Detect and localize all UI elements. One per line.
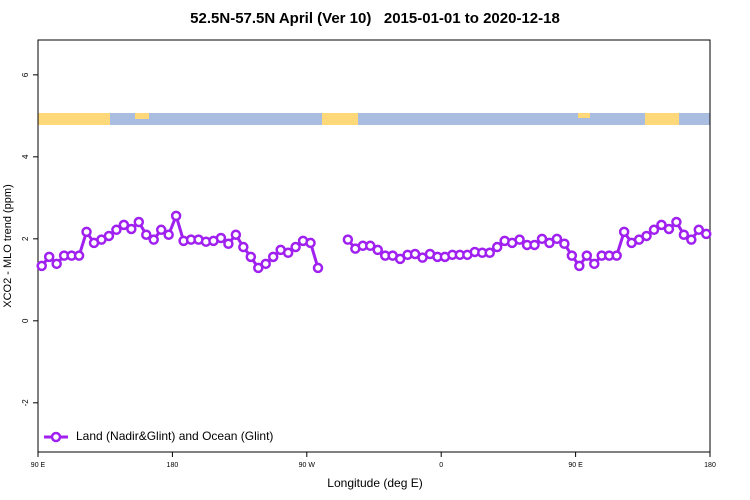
- data-point: [133, 216, 145, 228]
- data-point: [394, 253, 406, 265]
- data-point: [589, 258, 600, 270]
- data-point: [529, 239, 540, 251]
- data-point: [671, 216, 682, 228]
- data-point: [155, 224, 167, 236]
- data-point: [544, 237, 555, 249]
- data-point: [536, 233, 548, 245]
- data-point: [215, 232, 227, 244]
- data-point: [342, 234, 354, 245]
- data-point: [282, 247, 294, 259]
- land-strip: [322, 113, 358, 125]
- x-tick-label: 180: [167, 462, 179, 469]
- data-point: [365, 240, 376, 252]
- data-point: [170, 210, 182, 222]
- data-point: [118, 219, 130, 231]
- data-point: [372, 244, 383, 256]
- data-point: [701, 228, 712, 240]
- data-point: [111, 224, 122, 236]
- data-point: [663, 223, 675, 235]
- data-point: [245, 251, 257, 263]
- data-point: [126, 223, 137, 235]
- data-point: [484, 247, 495, 259]
- ocean-strip: [38, 113, 710, 125]
- data-point: [103, 230, 115, 242]
- data-point: [253, 262, 264, 274]
- x-tick-label: 180: [704, 462, 716, 469]
- land-strip: [135, 113, 149, 119]
- data-point: [305, 237, 316, 249]
- y-axis-label: XCO2 - MLO trend (ppm): [2, 184, 14, 307]
- data-point: [223, 238, 234, 249]
- plot-frame: [37, 39, 711, 453]
- data-point: [312, 262, 324, 274]
- x-tick-label: 90 E: [31, 462, 46, 469]
- land-ocean-strip: [38, 113, 710, 125]
- legend-marker: [50, 431, 62, 443]
- data-point: [81, 226, 92, 238]
- data-point: [559, 238, 570, 249]
- data-point: [36, 260, 47, 272]
- data-point: [693, 224, 705, 236]
- data-point: [230, 229, 242, 240]
- data-point: [566, 250, 578, 261]
- x-axis-label: Longitude (deg E): [327, 476, 422, 490]
- data-point: [51, 258, 62, 270]
- y-tick-label: 0: [21, 318, 30, 323]
- data-point: [260, 258, 271, 270]
- data-point: [574, 260, 585, 272]
- data-point: [73, 250, 85, 261]
- data-point: [581, 250, 593, 261]
- land-strip: [578, 113, 590, 118]
- legend-label: Land (Nadir&Glint) and Ocean (Glint): [76, 429, 273, 443]
- data-point: [491, 241, 503, 253]
- data-point: [148, 234, 159, 245]
- data-point: [686, 234, 697, 245]
- y-tick-label: 6: [21, 72, 30, 77]
- chart-title: 52.5N-57.5N April (Ver 10) 2015-01-01 to…: [190, 10, 560, 27]
- data-point: [290, 241, 301, 253]
- land-strip: [645, 113, 679, 125]
- data-point: [641, 230, 652, 242]
- x-tick-label: 90 E: [568, 462, 583, 469]
- data-point: [678, 229, 690, 240]
- data-point: [551, 233, 563, 245]
- land-strip: [38, 113, 110, 125]
- y-tick-label: 2: [21, 236, 30, 241]
- x-tick-label: 0: [439, 462, 443, 469]
- x-tick-label: 90 W: [299, 462, 316, 469]
- data-point: [141, 229, 152, 240]
- y-tick-label: 4: [21, 154, 30, 159]
- y-tick-label: -2: [21, 399, 30, 407]
- data-point: [238, 241, 249, 253]
- data-point: [656, 219, 667, 231]
- data-point: [43, 251, 55, 263]
- data-point: [611, 250, 622, 261]
- data-point: [648, 224, 660, 236]
- data-point: [163, 229, 174, 240]
- data-point: [618, 226, 630, 238]
- data-point: [514, 234, 525, 245]
- data-point: [267, 251, 279, 263]
